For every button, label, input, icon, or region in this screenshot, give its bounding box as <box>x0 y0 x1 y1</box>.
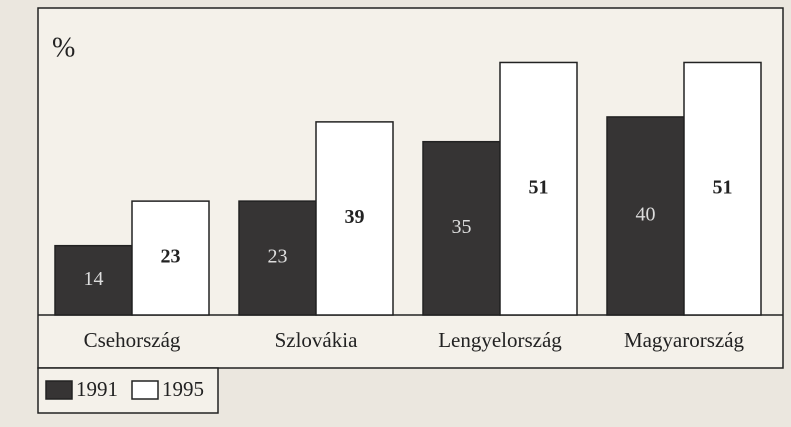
x-tick-label: Csehország <box>84 328 181 352</box>
bar <box>131 200 210 316</box>
legend-swatch <box>131 380 159 400</box>
legend-label: 1991 <box>76 377 118 401</box>
legend-label: 1995 <box>162 377 204 401</box>
x-tick-label: Magyarország <box>624 328 745 352</box>
bar <box>683 61 762 316</box>
bar <box>499 61 578 316</box>
value-label: 14 <box>84 268 104 290</box>
x-tick-label: Szlovákia <box>275 328 358 352</box>
y-axis-label: % <box>52 32 75 63</box>
value-label: 40 <box>636 204 656 226</box>
value-label: 39 <box>345 206 365 228</box>
value-label: 51 <box>529 176 549 198</box>
value-label: 51 <box>713 176 733 198</box>
value-label: 35 <box>452 216 472 238</box>
bar <box>315 121 394 316</box>
legend-swatch <box>45 380 73 400</box>
bar <box>54 244 133 316</box>
bar <box>606 116 685 316</box>
value-label: 23 <box>161 246 181 268</box>
x-tick-label: Lengyelország <box>438 328 562 352</box>
value-label: 23 <box>268 246 288 268</box>
